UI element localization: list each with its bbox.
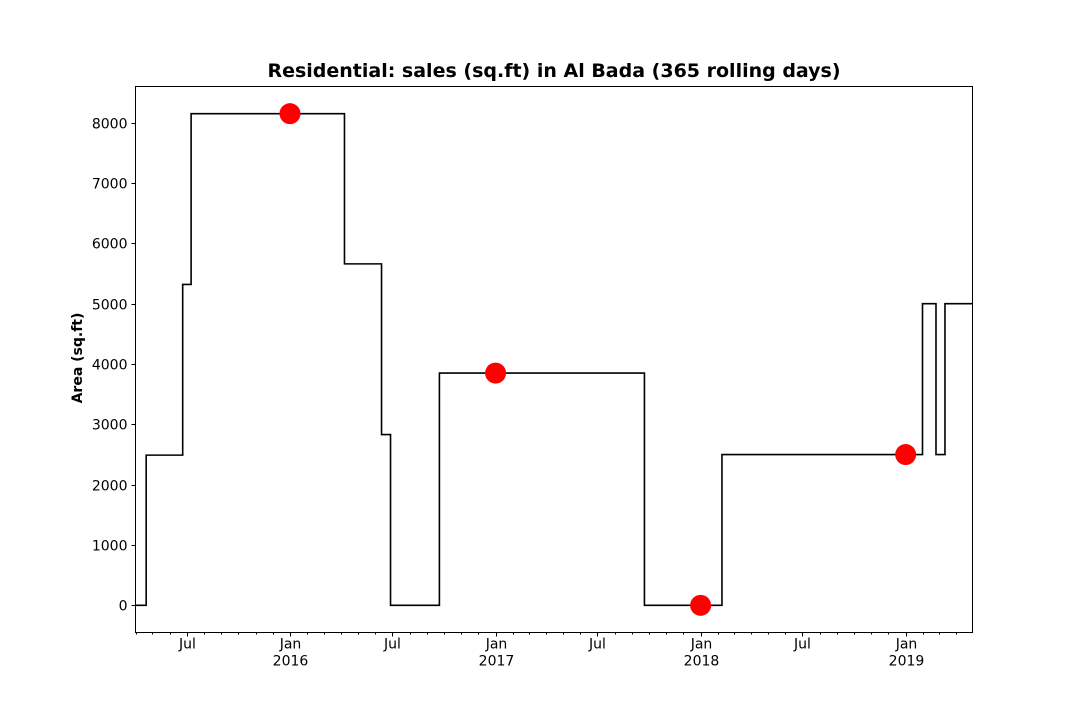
series-step-line xyxy=(135,112,973,607)
y-tick-label: 3000 xyxy=(92,418,128,434)
x-tick-label: Jan xyxy=(895,637,918,653)
plot-frame xyxy=(135,86,973,633)
x-tick-year-label: 2019 xyxy=(889,654,925,670)
y-tick-label: 7000 xyxy=(92,177,128,193)
y-tick-label: 6000 xyxy=(92,237,128,253)
y-tick-label: 1000 xyxy=(92,539,128,555)
x-tick-year-label: 2016 xyxy=(273,654,309,670)
x-tick-label: Jul xyxy=(178,637,196,653)
data-point-marker xyxy=(279,103,301,125)
y-tick-label: 4000 xyxy=(92,358,128,374)
x-tick-label: Jan xyxy=(690,637,713,653)
y-tick-label: 5000 xyxy=(92,298,128,314)
data-point-marker xyxy=(690,594,712,616)
x-tick-label: Jul xyxy=(588,637,606,653)
y-tick-label: 0 xyxy=(119,599,128,615)
x-tick-label: Jul xyxy=(793,637,811,653)
markers-layer xyxy=(279,103,917,616)
x-tick-label: Jul xyxy=(383,637,401,653)
x-tick-label: Jan xyxy=(279,637,302,653)
series-layer xyxy=(135,112,973,607)
y-tick-label: 8000 xyxy=(92,117,128,133)
data-point-marker xyxy=(485,362,507,384)
x-tick-label: Jan xyxy=(485,637,508,653)
x-tick-year-label: 2017 xyxy=(479,654,515,670)
chart-title: Residential: sales (sq.ft) in Al Bada (3… xyxy=(267,60,841,82)
y-tick-label: 2000 xyxy=(92,479,128,495)
data-point-marker xyxy=(895,444,917,466)
x-tick-year-label: 2018 xyxy=(684,654,720,670)
